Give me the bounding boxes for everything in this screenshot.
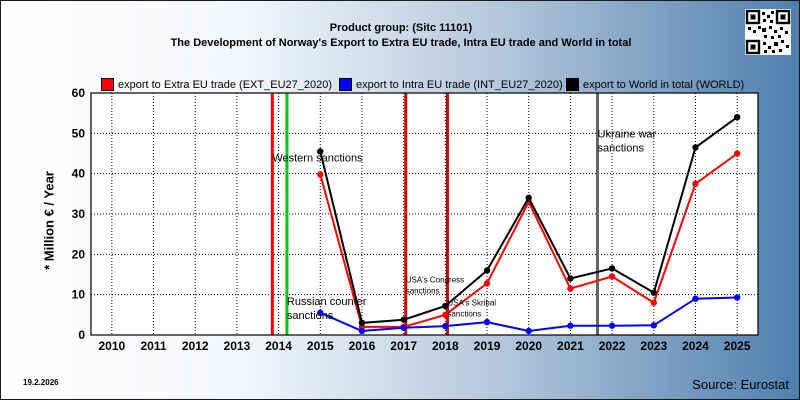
data-point-extra-eu (733, 150, 741, 157)
event-label: sanctions (598, 142, 645, 154)
data-point-world (692, 144, 699, 151)
data-point-extra-eu (317, 171, 324, 178)
title-line-1: Product group: (Sitc 11101) (329, 22, 473, 34)
x-tick-label: 2020 (515, 339, 542, 353)
data-point-extra-eu (442, 311, 449, 319)
data-point-intra-eu (608, 322, 616, 329)
x-tick-label: 2014 (265, 339, 292, 353)
legend-swatch-world (566, 78, 579, 91)
legend-swatch-intra-eu (339, 78, 352, 91)
x-tick-label: 2013 (224, 339, 251, 353)
data-point-world (358, 319, 366, 327)
x-tick-label: 2012 (182, 339, 209, 353)
event-label: sanctions (447, 310, 481, 319)
data-point-world (650, 289, 657, 296)
event-label: Ukraine war (598, 128, 657, 140)
event-label: sanctions (406, 287, 440, 296)
y-tick-label: 30 (72, 207, 86, 221)
data-point-world (733, 114, 741, 121)
event-label: USA's Congress (406, 276, 464, 285)
data-point-intra-eu (400, 324, 407, 331)
qr-code-icon (745, 9, 791, 55)
event-label: Russian counter (287, 296, 367, 308)
legend-label-intra-eu: export to Intra EU trade (INT_EU27_2020) (356, 79, 563, 91)
source-label: Source: Eurostat (692, 377, 789, 392)
x-tick-label: 2018 (432, 339, 459, 353)
legend-label-world: export to World in total (WORLD) (583, 79, 745, 91)
y-tick-label: 40 (72, 167, 86, 181)
chart-title: Product group: (Sitc 11101) The Developm… (1, 21, 799, 51)
data-point-extra-eu (483, 280, 491, 287)
data-point-intra-eu (733, 294, 741, 301)
data-point-extra-eu (567, 285, 574, 292)
data-point-intra-eu (525, 327, 532, 335)
x-tick-label: 2017 (390, 339, 417, 353)
data-point-extra-eu (692, 180, 699, 187)
x-tick-label: 2019 (474, 339, 501, 353)
data-point-intra-eu (358, 327, 366, 335)
data-point-world (567, 275, 574, 282)
data-point-intra-eu (692, 295, 699, 302)
x-tick-label: 2015 (307, 339, 334, 353)
data-point-intra-eu (317, 309, 324, 317)
y-tick-label: 10 (72, 288, 86, 302)
x-tick-label: 2016 (349, 339, 376, 353)
data-point-extra-eu (650, 299, 657, 306)
y-tick-label: 20 (72, 247, 86, 261)
data-point-intra-eu (442, 322, 449, 330)
x-tick-label: 2010 (98, 339, 125, 353)
title-line-2: The Development of Norway's Export to Ex… (170, 37, 632, 49)
x-tick-label: 2025 (724, 339, 751, 353)
x-tick-label: 2022 (599, 339, 626, 353)
y-tick-label: 0 (78, 328, 85, 342)
data-point-extra-eu (608, 273, 616, 280)
event-label: Western sanctions (272, 153, 363, 165)
y-tick-label: 50 (72, 126, 86, 140)
date-stamp: 19.2.2026 (23, 378, 59, 387)
y-tick-label: 60 (72, 86, 86, 100)
data-point-world (483, 267, 491, 274)
x-tick-label: 2023 (640, 339, 667, 353)
data-point-world (400, 316, 407, 323)
legend-swatch-extra-eu (101, 78, 114, 91)
data-point-world (525, 194, 532, 202)
plot-border (90, 92, 759, 336)
data-point-intra-eu (650, 322, 657, 329)
x-tick-label: 2011 (141, 339, 167, 353)
event-label: sanctions (287, 310, 334, 322)
data-point-intra-eu (567, 322, 574, 329)
data-point-world (442, 302, 449, 310)
data-point-intra-eu (483, 318, 491, 326)
data-point-world (608, 265, 616, 272)
x-tick-label: 2024 (682, 339, 709, 353)
legend-label-extra-eu: export to Extra EU trade (EXT_EU27_2020) (118, 79, 332, 91)
event-label: USA's Skribal (447, 299, 496, 308)
x-tick-label: 2021 (557, 339, 584, 353)
data-point-world (317, 148, 324, 155)
